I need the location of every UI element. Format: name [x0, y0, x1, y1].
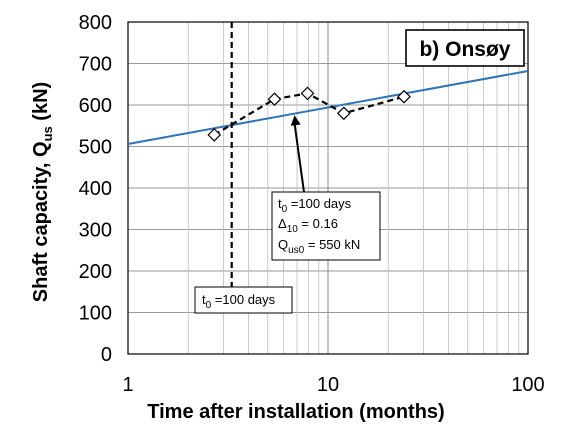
measured-point: [207, 128, 222, 142]
y-tick-label: 100: [79, 303, 112, 325]
annotation-t0-sub: 0: [282, 204, 288, 215]
x-tick-label: 100: [511, 374, 544, 396]
x-tick-label: 1: [122, 374, 133, 396]
y-tick-label: 0: [101, 344, 112, 366]
y-axis-title-sub: us: [40, 126, 55, 141]
grid: [128, 22, 528, 354]
annotation-qus0-main: Q: [278, 237, 288, 252]
parameter-annotation: t0 =100 days Δ10 = 0.16 Qus0 = 550 kN: [271, 115, 381, 261]
t0-label-box: t0 =100 days: [194, 286, 293, 314]
t0-label-frame: [194, 286, 293, 314]
y-tick-label: 700: [79, 54, 112, 76]
parameter-annotation-frame: [271, 191, 381, 261]
t0-label-rest: =100 days: [211, 292, 275, 307]
annotation-delta-rest: = 0.16: [298, 216, 338, 231]
y-axis-title: Shaft capacity, Qus (kN): [30, 82, 55, 302]
annotation-arrowhead: [290, 115, 301, 126]
panel-title: b) Onsøy: [419, 38, 510, 61]
y-tick-label: 800: [79, 12, 112, 34]
annotation-arrow: [293, 123, 305, 193]
measured-point: [300, 86, 315, 101]
annotation-line-qus0: Qus0 = 550 kN: [278, 237, 360, 256]
x-axis-title: Time after installation (months): [147, 401, 444, 423]
y-tick-label: 200: [79, 261, 112, 283]
annotation-line-t0: t0 =100 days: [278, 196, 352, 215]
y-axis-title-unit: (kN): [30, 82, 52, 126]
y-tick-label: 600: [79, 95, 112, 117]
annotation-t0-rest: =100 days: [287, 196, 351, 211]
y-tick-label: 500: [79, 137, 112, 159]
plot-border: [127, 21, 529, 355]
measured-point: [267, 92, 282, 107]
y-tick-label: 300: [79, 220, 112, 242]
panel-title-frame: [405, 29, 525, 67]
measured-point: [397, 89, 411, 104]
panel-title-box: b) Onsøy: [405, 29, 525, 67]
annotation-qus0-rest: = 550 kN: [304, 237, 360, 252]
series-group: [127, 22, 529, 290]
fit-line: [127, 69, 529, 145]
annotation-t0-main: t: [278, 196, 282, 211]
x-tick-label: 10: [317, 374, 339, 396]
t0-label-main: t: [202, 292, 206, 307]
annotation-delta-main: Δ: [278, 216, 287, 231]
y-axis-title-main: Shaft capacity, Q: [30, 141, 52, 302]
y-tick-label: 400: [79, 178, 112, 200]
annotation-qus0-sub: us0: [288, 245, 305, 256]
t0-label-sub: 0: [206, 300, 212, 311]
annotation-line-delta: Δ10 = 0.16: [278, 216, 338, 235]
t0-label: t0 =100 days: [202, 292, 276, 311]
annotation-delta-sub: 10: [287, 224, 299, 235]
measured-point: [336, 106, 351, 121]
